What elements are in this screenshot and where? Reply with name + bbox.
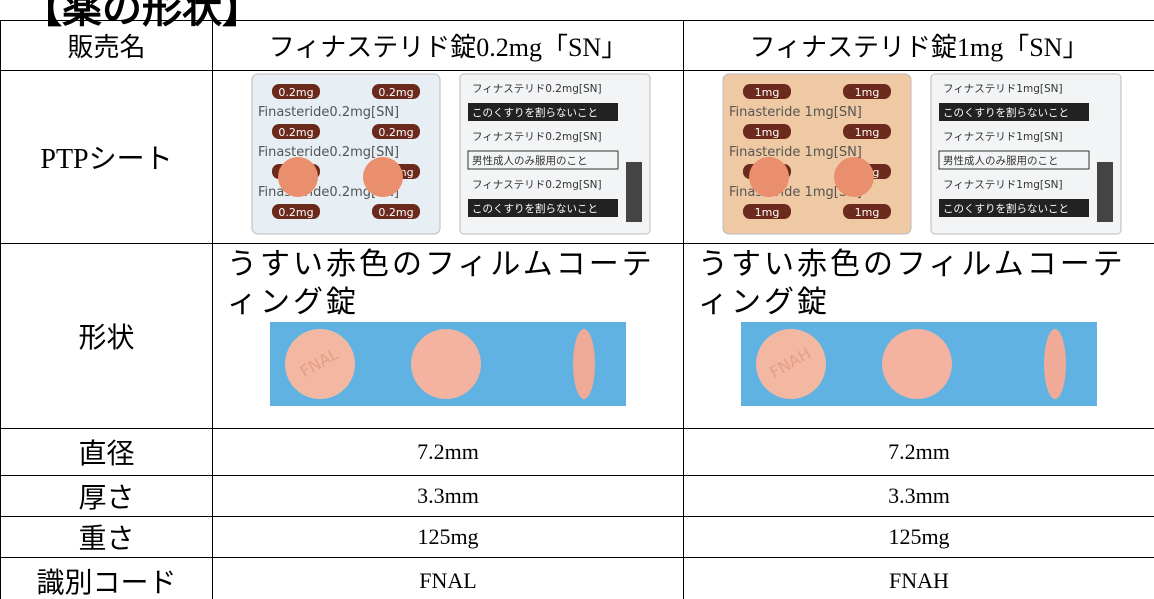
tablet-side [1044, 329, 1066, 399]
row-label: 重さ [0, 516, 213, 558]
header-cell: 販売名 [0, 20, 213, 71]
dose-badge [743, 124, 791, 139]
ptp-image: 0.2mg 0.2mg Finasteride0.2mg[SN] 0.2mg 0.2mg… [251, 73, 651, 235]
dose-text: 0.2mg [378, 86, 413, 99]
table-cell: 125mg [212, 516, 684, 558]
row-label: 識別コード [0, 557, 213, 599]
row-label: PTPシート [0, 70, 213, 244]
tablet-image: FNAL [270, 322, 626, 406]
barcode [1097, 162, 1113, 222]
header-row: 販売名 フィナステリド錠0.2mg「SN」 フィナステリド錠1mg「SN」 [0, 20, 1154, 71]
sheet-back-text: このくすりを割らないこと [472, 107, 598, 119]
header-cell: フィナステリド錠1mg「SN」 [683, 20, 1154, 71]
tablet-front [285, 329, 355, 399]
sheet-back-text: フィナステリド1mg[SN] [943, 131, 1063, 143]
dose-text: 0.2mg [378, 206, 413, 219]
row-label: 形状 [0, 243, 213, 429]
dose-badge [843, 204, 891, 219]
tablet [749, 157, 789, 197]
warning-box [939, 199, 1089, 217]
ptp-cell: 0.2mg 0.2mg Finasteride0.2mg[SN] 0.2mg 0.2mg… [212, 70, 684, 244]
tablet-front [756, 329, 826, 399]
dose-badge [272, 124, 320, 139]
sheet-front-text: Finasteride0.2mg[SN] [258, 105, 399, 120]
dose-badge [743, 84, 791, 99]
dose-text: 1mg [855, 206, 880, 219]
dose-badge [843, 84, 891, 99]
ptp-row: PTPシート 0.2mg 0.2mg Finasteride0.2mg[SN] 0.2… [0, 70, 1154, 244]
dose-text: 0.2mg [278, 206, 313, 219]
tablet-image: FNAH [741, 322, 1097, 406]
dose-badge [372, 204, 420, 219]
dose-badge [743, 204, 791, 219]
tablet [363, 157, 403, 197]
shape-cell: うすい赤色のフィルムコーティング錠 FNAL [212, 243, 684, 429]
ptp-cell: 1mg 1mg Finasteride 1mg[SN] 1mg 1mg Finasteri… [683, 70, 1154, 244]
sheet-front-text: Finasteride 1mg[SN] [729, 105, 862, 120]
table-cell: 7.2mm [683, 428, 1154, 476]
dose-badge [372, 124, 420, 139]
sheet-back-text: フィナステリド0.2mg[SN] [472, 131, 602, 143]
dose-text: 0.2mg [278, 86, 313, 99]
tablet [834, 157, 874, 197]
dose-text: 1mg [755, 86, 780, 99]
sheet-back-text: フィナステリド0.2mg[SN] [472, 83, 602, 95]
sheet-back-text: このくすりを割らないこと [472, 203, 598, 215]
notice-box [938, 150, 1090, 170]
sheet-back-text: このくすりを割らないこと [943, 203, 1069, 215]
notice-box [467, 150, 619, 170]
table-cell: 125mg [683, 516, 1154, 558]
dose-badge [272, 204, 320, 219]
dose-badge [372, 84, 420, 99]
sheet-back-text: 男性成人のみ服用のこと [943, 154, 1059, 167]
dose-text: 1mg [755, 126, 780, 139]
shape-description: うすい赤色のフィルムコーティング錠 [698, 248, 1126, 319]
sheet-back-text: 男性成人のみ服用のこと [472, 154, 588, 167]
tablet-back [882, 329, 952, 399]
barcode [626, 162, 642, 222]
sheet-front-text: Finasteride 1mg[SN] [729, 145, 862, 160]
shape-description: うすい赤色のフィルムコーティング錠 [227, 248, 655, 319]
row-label: 厚さ [0, 475, 213, 517]
table-row: 識別コード FNAL FNAH [0, 557, 1154, 599]
table-cell: FNAL [212, 557, 684, 599]
sheet-front-text: Finasteride0.2mg[SN] [258, 145, 399, 160]
table-row: 厚さ 3.3mm 3.3mm [0, 475, 1154, 517]
sheet-back-text: フィナステリド0.2mg[SN] [472, 179, 602, 191]
row-label: 直径 [0, 428, 213, 476]
warning-box [939, 103, 1089, 121]
sheet-back-text: このくすりを割らないこと [943, 107, 1069, 119]
shape-cell: うすい赤色のフィルムコーティング錠 FNAH [683, 243, 1154, 429]
shape-table: 販売名 フィナステリド錠0.2mg「SN」 フィナステリド錠1mg「SN」 PT… [0, 20, 1154, 599]
tablet-side [573, 329, 595, 399]
dose-text: 1mg [855, 126, 880, 139]
table-cell: 3.3mm [212, 475, 684, 517]
table-cell: FNAH [683, 557, 1154, 599]
ptp-image: 1mg 1mg Finasteride 1mg[SN] 1mg 1mg Finasteri… [722, 73, 1122, 235]
header-cell: フィナステリド錠0.2mg「SN」 [212, 20, 684, 71]
table-cell: 3.3mm [683, 475, 1154, 517]
sheet-back-text: フィナステリド1mg[SN] [943, 83, 1063, 95]
table-row: 直径 7.2mm 7.2mm [0, 428, 1154, 476]
dose-text: 0.2mg [378, 126, 413, 139]
sheet-back-text: フィナステリド1mg[SN] [943, 179, 1063, 191]
table-cell: 7.2mm [212, 428, 684, 476]
dose-badge [272, 84, 320, 99]
tablet [278, 157, 318, 197]
dose-text: 1mg [855, 86, 880, 99]
dose-text: 0.2mg [278, 126, 313, 139]
dose-text: 1mg [755, 206, 780, 219]
shape-row: 形状 うすい赤色のフィルムコーティング錠 FNAL うすい赤色のフィルムコーティ… [0, 243, 1154, 429]
tablet-back [411, 329, 481, 399]
dose-badge [843, 124, 891, 139]
table-row: 重さ 125mg 125mg [0, 516, 1154, 558]
warning-box [468, 103, 618, 121]
warning-box [468, 199, 618, 217]
